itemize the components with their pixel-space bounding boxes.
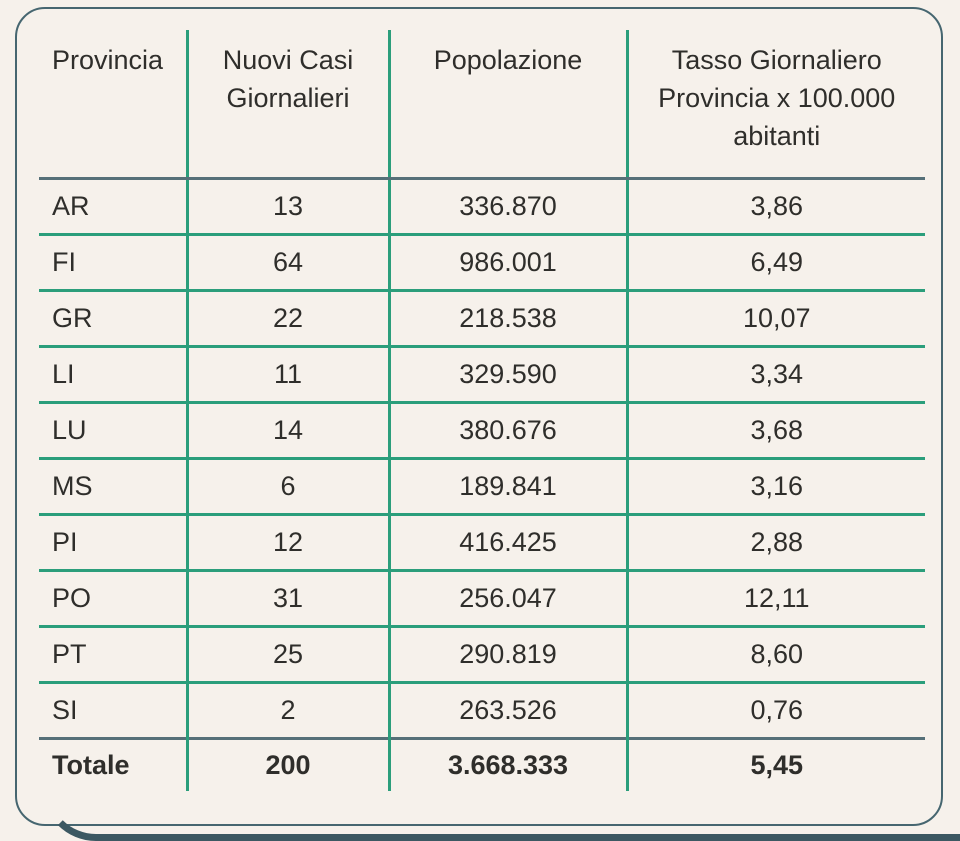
cell-tasso: 3,68	[627, 401, 925, 459]
cell-popolazione: 263.526	[389, 681, 629, 739]
cell-popolazione: 256.047	[389, 569, 629, 627]
table-row: LU 14 380.676 3,68	[39, 401, 925, 459]
header-tasso-line1: Tasso Giornaliero	[671, 45, 882, 75]
cell-nuovi-casi: 12	[187, 513, 391, 571]
cell-nuovi-casi: 13	[187, 178, 391, 235]
header-provincia: Provincia	[39, 30, 189, 180]
cell-popolazione: 336.870	[389, 178, 629, 235]
cell-tasso: 0,76	[627, 681, 925, 739]
total-popolazione: 3.668.333	[389, 737, 629, 791]
cell-nuovi-casi: 2	[187, 681, 391, 739]
province-daily-rate-table: Provincia Nuovi Casi Giornalieri Popolaz…	[39, 30, 925, 791]
cell-popolazione: 290.819	[389, 625, 629, 683]
total-label: Totale	[39, 737, 189, 791]
header-nuovi-casi-line2: Giornalieri	[226, 83, 350, 113]
header-tasso-line3: abitanti	[733, 121, 821, 151]
cell-tasso: 10,07	[627, 289, 925, 347]
table-row: MS 6 189.841 3,16	[39, 457, 925, 515]
table-row: LI 11 329.590 3,34	[39, 345, 925, 403]
table-card: Provincia Nuovi Casi Giornalieri Popolaz…	[15, 7, 943, 826]
cell-tasso: 2,88	[627, 513, 925, 571]
cell-nuovi-casi: 64	[187, 233, 391, 291]
cell-provincia: LU	[39, 401, 189, 459]
header-popolazione-line1: Popolazione	[433, 45, 583, 75]
cell-tasso: 3,86	[750, 191, 804, 221]
cell-provincia: MS	[39, 457, 189, 515]
header-nuovi-casi-line1: Nuovi Casi	[222, 45, 354, 75]
cell-popolazione: 329.590	[389, 345, 629, 403]
table-row: PI 12 416.425 2,88	[39, 513, 925, 571]
cell-provincia: FI	[39, 233, 189, 291]
cell-provincia: SI	[39, 681, 189, 739]
header-tasso: Tasso Giornaliero Provincia x 100.000 ab…	[627, 30, 925, 180]
table-total-row: Totale 200 3.668.333 5,45	[39, 737, 925, 791]
cell-tasso: 6,49	[627, 233, 925, 291]
cell-popolazione: 416.425	[389, 513, 629, 571]
total-tasso: 5,45	[627, 737, 925, 791]
total-nuovi-casi: 200	[187, 737, 391, 791]
cell-nuovi-casi: 14	[187, 401, 391, 459]
cell-nuovi-casi: 22	[187, 289, 391, 347]
table-row: GR 22 218.538 10,07	[39, 289, 925, 347]
table-row: FI 64 986.001 6,49	[39, 233, 925, 291]
table-row: AR 13 336.870 3,86	[39, 178, 925, 235]
table-header: Provincia Nuovi Casi Giornalieri Popolaz…	[39, 30, 925, 180]
cell-nuovi-casi: 31	[187, 569, 391, 627]
cell-provincia: PI	[39, 513, 189, 571]
cell-tasso: 3,16	[627, 457, 925, 515]
cell-provincia: LI	[39, 345, 189, 403]
cell-tasso: 12,11	[627, 569, 925, 627]
cell-tasso: 8,60	[627, 625, 925, 683]
cell-provincia: PT	[39, 625, 189, 683]
header-nuovi-casi: Nuovi Casi Giornalieri	[187, 30, 391, 180]
header-provincia-line1: Provincia	[52, 45, 164, 75]
cell-provincia: PO	[39, 569, 189, 627]
cell-nuovi-casi: 6	[187, 457, 391, 515]
cell-nuovi-casi: 11	[187, 345, 391, 403]
header-popolazione: Popolazione	[389, 30, 629, 180]
cell-popolazione: 986.001	[389, 233, 629, 291]
table-row: SI 2 263.526 0,76	[39, 681, 925, 739]
cell-nuovi-casi: 25	[187, 625, 391, 683]
cell-popolazione: 218.538	[389, 289, 629, 347]
table-row: PO 31 256.047 12,11	[39, 569, 925, 627]
cell-tasso: 3,34	[627, 345, 925, 403]
table-row: PT 25 290.819 8,60	[39, 625, 925, 683]
header-tasso-line2: Provincia x 100.000	[658, 83, 896, 113]
cell-provincia: AR	[39, 178, 189, 235]
cell-popolazione: 189.841	[389, 457, 629, 515]
cell-popolazione: 380.676	[389, 401, 629, 459]
cell-provincia: GR	[39, 289, 189, 347]
